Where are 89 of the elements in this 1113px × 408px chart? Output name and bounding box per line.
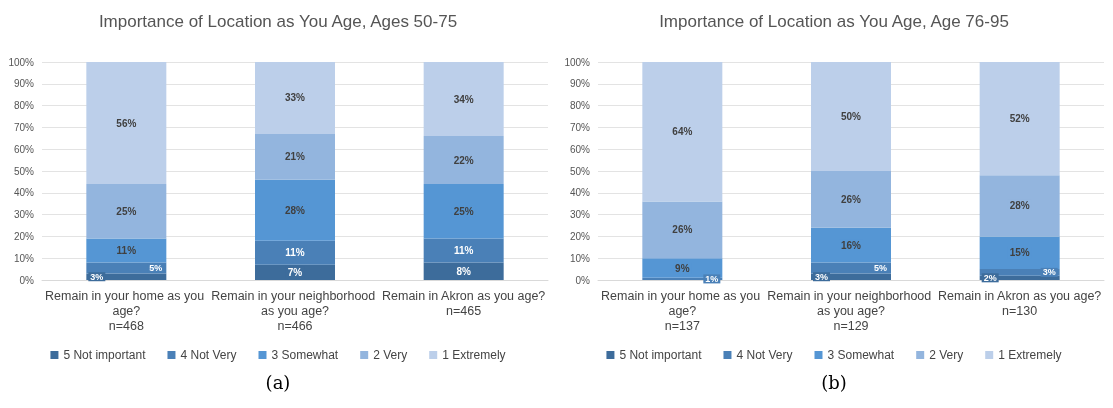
data-label: 16% <box>840 239 862 251</box>
x-tick-label: Remain in your neighborhood as you age? n=466 <box>211 288 379 333</box>
data-label: 21% <box>284 151 306 163</box>
bar <box>86 184 167 239</box>
bar <box>255 62 335 134</box>
data-label: 25% <box>116 205 137 217</box>
data-label: 15% <box>1009 247 1030 259</box>
y-tick-label: 100% <box>8 56 35 68</box>
data-label: 56% <box>116 117 137 129</box>
bar <box>811 171 891 228</box>
bar <box>423 136 504 185</box>
y-tick-label: 100% <box>564 56 591 68</box>
data-label: 5% <box>149 263 163 274</box>
bar <box>423 184 504 239</box>
y-tick-label: 40% <box>13 187 35 199</box>
data-label: 3% <box>815 271 829 282</box>
bar <box>86 238 167 263</box>
legend-label: 4 Not Very <box>180 348 237 362</box>
data-label: 64% <box>672 126 693 138</box>
data-label: 3% <box>90 271 104 282</box>
data-label: 9% <box>675 262 690 274</box>
bar <box>255 179 335 241</box>
bar <box>811 227 891 263</box>
data-label: 5% <box>873 263 887 274</box>
x-tick-label: Remain in your home as you age? n=468 <box>45 288 208 333</box>
y-tick-label: 70% <box>13 121 35 133</box>
legend-label: 5 Not important <box>619 348 703 362</box>
data-label: 33% <box>284 92 306 104</box>
bar <box>979 175 1060 237</box>
y-tick-label: 20% <box>569 230 591 242</box>
data-label: 25% <box>453 205 474 217</box>
bar <box>811 62 891 171</box>
legend-label: 4 Not Very <box>736 348 793 362</box>
data-label: 8% <box>456 265 471 277</box>
y-tick-label: 60% <box>569 143 591 155</box>
data-label: 7% <box>287 266 303 278</box>
bar <box>423 238 504 263</box>
y-tick-label: 0% <box>575 274 591 286</box>
data-label: 26% <box>840 193 862 205</box>
y-tick-label: 50% <box>13 165 35 177</box>
data-label: 26% <box>672 224 693 236</box>
legend-label: 3 Somewhat <box>827 348 895 362</box>
y-tick-label: 70% <box>569 121 591 133</box>
data-label: 52% <box>1009 113 1030 125</box>
y-tick-label: 10% <box>13 252 35 264</box>
bar <box>423 62 504 137</box>
text: (a) <box>264 372 292 393</box>
text: (b) <box>820 372 848 393</box>
legend-label: 2 Very <box>929 348 964 362</box>
chart-title: Importance of Location as You Age, Ages 50-75 <box>98 12 458 31</box>
bar <box>979 236 1060 270</box>
data-label: 11% <box>116 245 137 257</box>
data-label: 2% <box>983 272 997 283</box>
bar <box>642 62 723 202</box>
x-tick-label: Remain in your neighborhood as you age? n=129 <box>767 288 935 333</box>
y-tick-label: 30% <box>13 209 35 221</box>
bar <box>255 133 335 180</box>
chart-title: Importance of Location as You Age, Age 76-95 <box>659 12 1009 31</box>
bar <box>979 62 1060 176</box>
data-label: 22% <box>453 154 474 166</box>
data-label: 11% <box>285 247 305 259</box>
bar <box>86 62 167 185</box>
legend-label: 1 Extremely <box>442 348 506 362</box>
data-label: 28% <box>1009 200 1030 212</box>
y-tick-label: 80% <box>13 100 35 112</box>
y-tick-label: 90% <box>569 78 591 90</box>
x-tick-label: Remain in your home as you age? n=137 <box>601 288 764 333</box>
data-label: 34% <box>453 93 474 105</box>
y-tick-label: 50% <box>569 165 591 177</box>
legend-label: 2 Very <box>373 348 408 362</box>
data-label: 50% <box>840 111 862 122</box>
y-tick-label: 40% <box>569 187 591 199</box>
legend-label: 3 Somewhat <box>271 348 339 362</box>
legend-label: 5 Not important <box>63 348 147 362</box>
y-tick-label: 90% <box>13 78 35 90</box>
y-tick-label: 10% <box>569 252 591 264</box>
bar <box>642 201 723 259</box>
y-tick-label: 80% <box>569 100 591 112</box>
x-tick-label: Remain in Akron as you age? n=465 <box>382 288 546 318</box>
y-tick-label: 60% <box>13 143 35 155</box>
data-label: 3% <box>1042 267 1056 278</box>
y-tick-label: 0% <box>19 274 35 286</box>
x-tick-label: Remain in Akron as you age? n=130 <box>938 288 1102 318</box>
data-label: 1% <box>705 273 719 284</box>
data-label: 28% <box>284 204 306 216</box>
y-tick-label: 30% <box>569 209 591 221</box>
y-tick-label: 20% <box>13 230 35 242</box>
legend-label: 1 Extremely <box>998 348 1062 362</box>
data-label: 11% <box>453 245 474 257</box>
